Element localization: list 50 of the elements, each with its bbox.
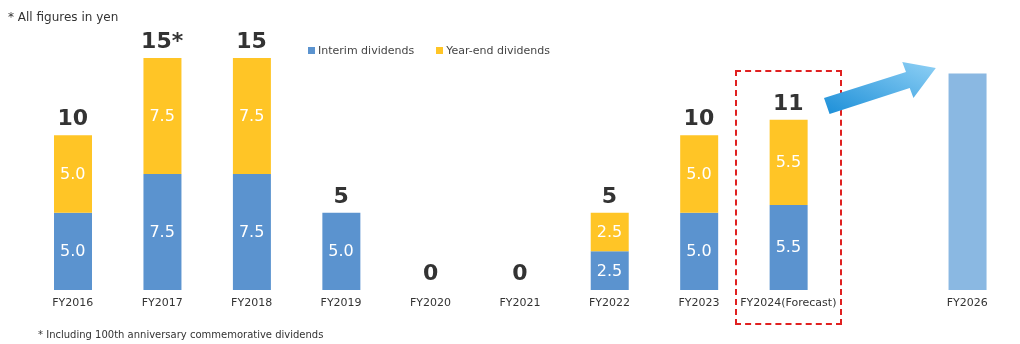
total-label: 0 <box>421 260 440 285</box>
bar <box>232 58 271 174</box>
x-tick-label: FY2021 <box>499 295 541 309</box>
data-label: 5.0 <box>685 241 713 262</box>
data-label: 5.0 <box>59 241 87 262</box>
bar <box>322 212 361 290</box>
bar <box>680 135 719 213</box>
bar <box>143 174 182 290</box>
text: * Including 100th anniversary commemorative dividends <box>38 329 324 340</box>
data-label: 5.0 <box>327 241 355 262</box>
data-label: 5.5 <box>774 152 803 173</box>
x-tick-label: FY2022 <box>588 295 630 309</box>
legend-label: Year-end dividends <box>445 44 550 57</box>
data-label: 5.0 <box>59 164 87 184</box>
total-label: 0 <box>511 260 529 285</box>
data-label: 7.5 <box>148 222 176 242</box>
total-label: 15* <box>140 28 185 53</box>
bar <box>54 135 92 213</box>
bar <box>232 174 271 290</box>
bar <box>143 58 182 174</box>
data-label: 7.5 <box>237 222 266 242</box>
x-tick-label: FY2019 <box>320 295 362 309</box>
legend-label: Interim dividends <box>317 44 415 57</box>
bar <box>769 204 808 290</box>
x-tick-label: FY2024(Forecast) <box>740 295 837 309</box>
x-tick-label: FY2026 <box>946 295 988 309</box>
total-label: 11 <box>772 89 805 115</box>
total-label: 10 <box>56 105 90 131</box>
data-label: 2.5 <box>595 260 624 281</box>
data-label: 5.0 <box>685 164 713 184</box>
data-label: 7.5 <box>237 106 266 126</box>
data-label: 2.5 <box>595 222 624 242</box>
bar <box>590 251 629 290</box>
bar <box>54 212 92 290</box>
total-label: 10 <box>682 105 716 131</box>
data-label: 5.5 <box>774 237 803 258</box>
x-tick-label: FY2023 <box>678 295 720 309</box>
total-label: 15 <box>235 28 268 53</box>
x-tick-label: FY2017 <box>141 295 183 309</box>
bar <box>769 119 808 205</box>
x-tick-label: FY2018 <box>231 295 273 309</box>
x-tick-label: FY2020 <box>410 295 452 309</box>
x-tick-label: FY2016 <box>52 295 94 309</box>
total-label: 5 <box>332 182 350 208</box>
bar <box>948 73 987 290</box>
data-label: 7.5 <box>148 106 176 126</box>
bar <box>680 212 719 290</box>
total-label: 5 <box>600 182 619 208</box>
bar <box>590 212 629 252</box>
text: * All figures in yen <box>8 10 119 24</box>
